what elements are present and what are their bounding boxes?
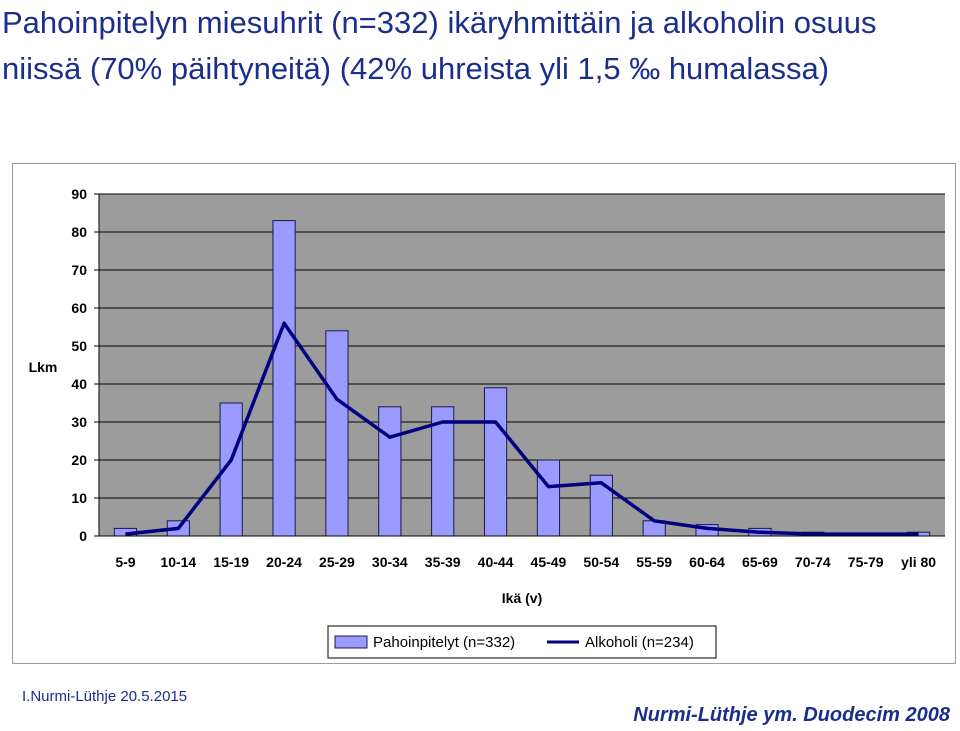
x-tick-label: 25-29: [319, 554, 355, 570]
bar-40-44: [483, 387, 508, 537]
y-tick-label: 10: [71, 490, 87, 506]
y-tick-label: 30: [71, 414, 87, 430]
chart-frame: 0 10 20 30 40 50 60 70 80 90 5-9 10-14 15-19 20-24 25-…: [12, 163, 956, 664]
x-tick-label: 10-14: [160, 554, 196, 570]
y-tick-label: 20: [71, 452, 87, 468]
legend-label-line: Alkoholi (n=234): [585, 634, 694, 651]
bar-25-29: [325, 330, 349, 537]
axes: 0 10 20 30 40 50 60 70 80 90 5-9 10-14 15-19 20-24 25-…: [71, 186, 945, 570]
legend-label-bars: Pahoinpitelyt (n=332): [373, 634, 515, 651]
x-tick-label: 50-54: [583, 554, 619, 570]
x-tick-label: 35-39: [425, 554, 461, 570]
y-tick-label: 40: [71, 376, 87, 392]
x-tick-label: 45-49: [531, 554, 567, 570]
bar-35-39: [431, 406, 455, 537]
slide-title: Pahoinpitelyn miesuhrit (n=332) ikäryhmi…: [2, 5, 877, 86]
x-tick-label: 60-64: [689, 554, 725, 570]
x-tick-label: yli 80: [901, 554, 936, 570]
x-tick-label: 65-69: [742, 554, 778, 570]
x-tick-label: 5-9: [115, 554, 135, 570]
x-axis-label: Ikä (v): [502, 590, 542, 606]
footer-author-date: I.Nurmi-Lüthje 20.5.2015: [22, 688, 188, 705]
y-tick-label: 90: [71, 186, 87, 202]
x-tick-label: 75-79: [848, 554, 884, 570]
x-tick-label: 70-74: [795, 554, 831, 570]
plot-area: [99, 193, 945, 537]
x-tick-label: 55-59: [636, 554, 672, 570]
bar-45-49: [536, 459, 561, 537]
y-tick-label: 0: [79, 528, 87, 544]
bar-20-24: [272, 220, 296, 537]
chart: 0 10 20 30 40 50 60 70 80 90 5-9 10-14 15-19 20-24 25-…: [29, 186, 945, 659]
legend-swatch-bars: [334, 635, 368, 649]
alkoholi-line: [125, 321, 919, 536]
y-tick-label: 50: [71, 338, 87, 354]
y-tick-label: 80: [71, 224, 87, 240]
footer-citation: Nurmi-Lüthje ym. Duodecim 2008: [633, 704, 950, 726]
legend: Pahoinpitelyt (n=332) Alkoholi (n=234): [327, 625, 717, 659]
bar-30-34: [378, 406, 402, 537]
x-tick-label: 30-34: [372, 554, 408, 570]
x-tick-label: 15-19: [213, 554, 249, 570]
y-axis-label: Lkm: [29, 359, 58, 375]
y-tick-label: 70: [71, 262, 87, 278]
y-tick-label: 60: [71, 300, 87, 316]
legend-box: [327, 625, 717, 659]
x-tick-label: 40-44: [478, 554, 514, 570]
x-tick-label: 20-24: [266, 554, 302, 570]
